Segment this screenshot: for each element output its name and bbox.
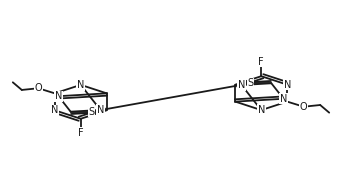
Text: O: O [300,102,307,112]
Text: N: N [238,80,245,90]
Text: S: S [89,107,95,117]
Text: N: N [258,105,265,115]
Text: N: N [280,94,287,104]
Text: N: N [55,91,62,101]
Text: F: F [259,57,264,67]
Text: F: F [78,128,83,138]
Text: N: N [284,80,291,90]
Text: N: N [97,105,104,115]
Text: N: N [51,105,58,115]
Text: S: S [247,78,253,88]
Text: N: N [77,80,84,90]
Text: O: O [35,83,42,93]
